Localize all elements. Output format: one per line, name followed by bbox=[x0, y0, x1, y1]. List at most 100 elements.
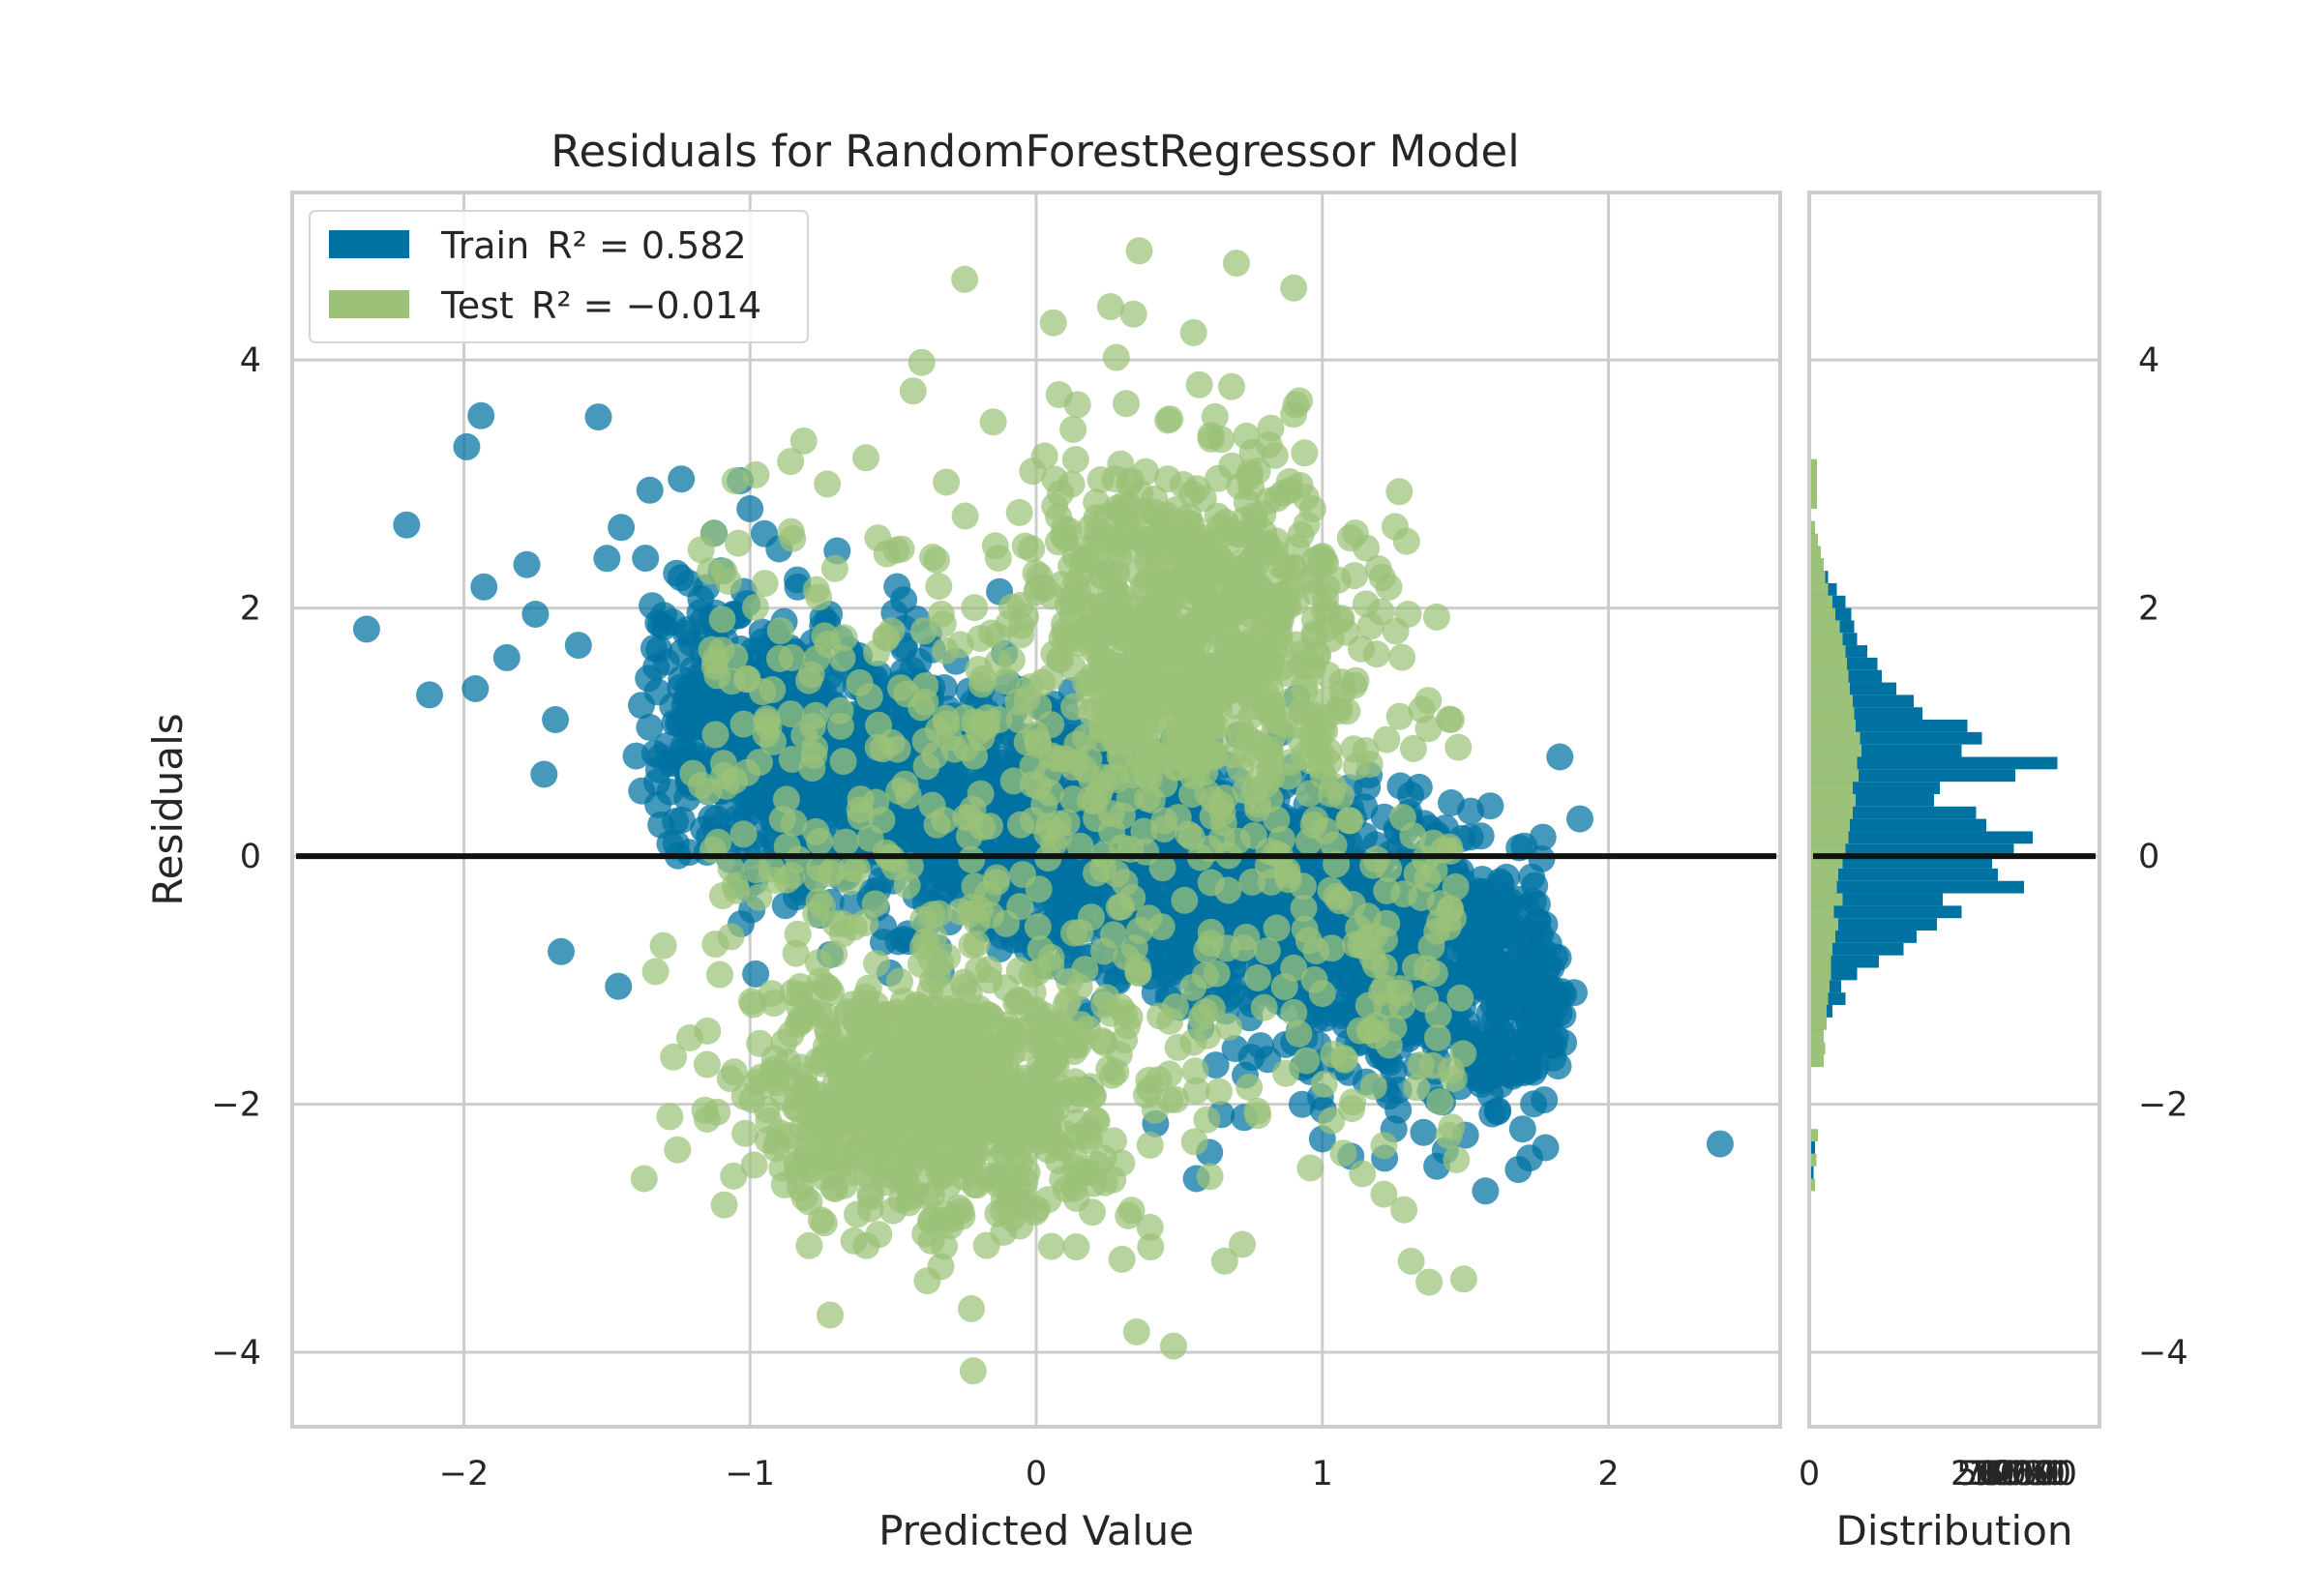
test-point bbox=[1415, 1268, 1444, 1296]
histogram-test-bar bbox=[1809, 571, 1826, 583]
y-axis-label: Residuals bbox=[144, 713, 192, 905]
test-scatter-series bbox=[630, 237, 1477, 1385]
histogram-test-bar bbox=[1809, 595, 1832, 608]
test-point bbox=[951, 502, 979, 530]
test-point bbox=[1090, 990, 1118, 1019]
test-point bbox=[664, 1136, 692, 1164]
test-point bbox=[1122, 1318, 1150, 1345]
test-point bbox=[1060, 1038, 1088, 1066]
test-point bbox=[1079, 1198, 1106, 1227]
test-point bbox=[1302, 937, 1330, 964]
train-point bbox=[605, 972, 633, 1000]
test-point bbox=[1235, 1074, 1264, 1101]
test-point bbox=[770, 1170, 798, 1198]
test-point bbox=[1285, 1020, 1313, 1048]
test-point bbox=[1075, 1122, 1103, 1150]
train-point bbox=[1173, 938, 1201, 966]
train-point bbox=[1328, 1002, 1356, 1030]
histogram-y-tick-label: 4 bbox=[2138, 341, 2159, 380]
train-point bbox=[1479, 1025, 1507, 1053]
test-point bbox=[878, 729, 906, 756]
test-point bbox=[1191, 961, 1219, 990]
test-point bbox=[741, 593, 769, 621]
test-point bbox=[979, 408, 1007, 436]
main-plot-grid bbox=[292, 192, 1780, 1427]
test-point bbox=[1089, 1144, 1117, 1172]
test-point bbox=[1057, 470, 1086, 498]
train-point bbox=[1464, 927, 1492, 954]
test-point bbox=[1223, 250, 1250, 278]
test-point bbox=[840, 1227, 868, 1255]
x-tick-label: −1 bbox=[725, 1455, 775, 1493]
test-point bbox=[1356, 612, 1384, 640]
test-point bbox=[1187, 1004, 1215, 1032]
test-point bbox=[984, 1161, 1012, 1189]
train-point bbox=[1532, 1134, 1560, 1162]
test-point bbox=[821, 1070, 849, 1098]
test-point bbox=[1311, 598, 1339, 626]
test-point bbox=[873, 1082, 901, 1109]
test-point bbox=[863, 950, 890, 978]
train-point bbox=[513, 550, 541, 578]
test-point bbox=[1300, 622, 1328, 650]
test-point bbox=[1233, 422, 1261, 450]
test-point bbox=[1102, 860, 1130, 888]
test-point bbox=[1027, 668, 1056, 696]
test-point bbox=[1403, 1074, 1431, 1102]
test-point bbox=[1096, 293, 1124, 320]
test-point bbox=[1024, 913, 1052, 941]
test-point bbox=[1303, 724, 1331, 752]
train-point bbox=[1405, 773, 1433, 801]
histogram-test-bar bbox=[1809, 657, 1847, 670]
train-point bbox=[1516, 935, 1544, 963]
train-point bbox=[1546, 743, 1574, 771]
train-point bbox=[564, 632, 592, 660]
test-point bbox=[933, 468, 961, 496]
test-point bbox=[1392, 527, 1420, 555]
test-point bbox=[1108, 893, 1136, 921]
test-point bbox=[725, 529, 752, 557]
train-point bbox=[670, 737, 698, 765]
histogram-test-bar bbox=[1809, 620, 1840, 634]
train-point bbox=[679, 656, 707, 684]
test-point bbox=[937, 1212, 965, 1240]
test-point bbox=[1253, 530, 1281, 558]
test-point bbox=[1037, 1232, 1065, 1260]
test-point bbox=[1102, 343, 1130, 371]
test-point bbox=[1147, 913, 1176, 941]
train-point bbox=[1566, 805, 1593, 833]
train-point bbox=[632, 545, 660, 573]
test-point bbox=[708, 606, 736, 634]
test-point bbox=[821, 909, 849, 937]
test-point bbox=[1286, 387, 1314, 415]
histogram-y-tick-label: −4 bbox=[2138, 1334, 2188, 1373]
test-point bbox=[846, 668, 874, 696]
train-point bbox=[1472, 1177, 1500, 1205]
train-point bbox=[548, 937, 575, 965]
test-point bbox=[1420, 856, 1448, 884]
test-point bbox=[1426, 1088, 1454, 1115]
histogram-test-bar bbox=[1809, 880, 1837, 894]
test-point bbox=[856, 1183, 884, 1211]
histogram-test-bar bbox=[1809, 756, 1858, 770]
train-point bbox=[1499, 920, 1526, 947]
test-point bbox=[1030, 442, 1058, 470]
test-point bbox=[720, 1162, 748, 1190]
histogram-test-bar bbox=[1809, 967, 1831, 981]
test-point bbox=[778, 644, 806, 671]
train-point bbox=[1459, 952, 1487, 980]
histogram-y-tick-label: 2 bbox=[2138, 590, 2159, 629]
train-point bbox=[467, 401, 495, 429]
test-point bbox=[915, 1149, 943, 1177]
test-point bbox=[1188, 523, 1215, 551]
test-point bbox=[710, 1191, 738, 1219]
test-point bbox=[1183, 608, 1211, 636]
test-point bbox=[862, 990, 889, 1019]
test-point bbox=[958, 1295, 985, 1322]
test-point bbox=[777, 448, 805, 476]
test-point bbox=[923, 811, 951, 839]
x-axis-label: Predicted Value bbox=[878, 1507, 1194, 1554]
train-point bbox=[1538, 979, 1566, 1007]
test-point bbox=[1368, 563, 1396, 591]
histogram-test-bar bbox=[1809, 1054, 1824, 1068]
